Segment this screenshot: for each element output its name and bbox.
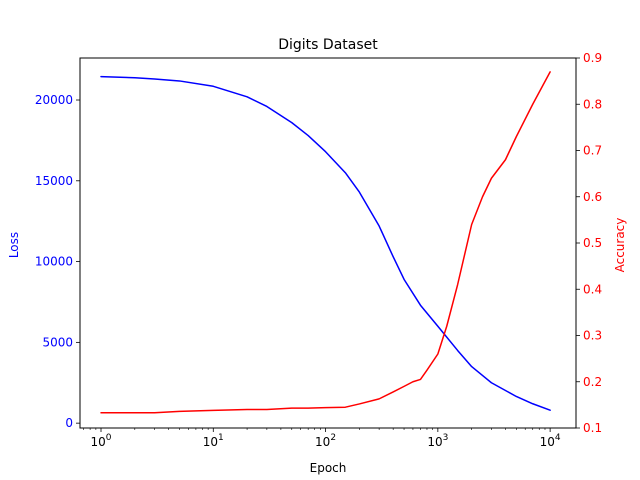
left-y-tick-label: 5000 — [42, 335, 73, 349]
right-y-tick-label: 0.2 — [583, 375, 602, 389]
left-y-tick-label: 15000 — [35, 174, 73, 188]
left-y-tick-label: 10000 — [35, 255, 73, 269]
x-axis-title: Epoch — [310, 461, 347, 475]
x-tick-label: 103 — [427, 433, 448, 449]
chart-title: Digits Dataset — [278, 37, 378, 53]
right-y-tick-label: 0.5 — [583, 236, 602, 250]
x-tick-label: 102 — [315, 433, 336, 449]
right-y-tick-label: 0.4 — [583, 282, 602, 296]
accuracy-series-line — [100, 71, 551, 414]
right-y-tick-label: 0.1 — [583, 421, 602, 435]
left-y-tick-label: 20000 — [35, 93, 73, 107]
right-y-axis-title: Accuracy — [613, 218, 627, 273]
x-tick-label: 101 — [203, 433, 224, 449]
right-y-tick-label: 0.8 — [583, 97, 602, 111]
plot-frame — [79, 57, 577, 429]
x-tick-label: 104 — [540, 433, 561, 449]
right-y-tick-label: 0.9 — [583, 51, 602, 65]
left-y-axis-title: Loss — [7, 232, 21, 258]
plot-content: 100 101 102 103 104 0 5000 10000 15000 20000 0.1 0.… — [35, 51, 602, 449]
right-y-tick-label: 0.3 — [583, 329, 602, 343]
left-y-tick-label: 0 — [65, 416, 73, 430]
x-tick-label: 100 — [90, 433, 111, 449]
right-y-tick-label: 0.7 — [583, 144, 602, 158]
loss-series-line — [100, 75, 551, 411]
right-y-tick-label: 0.6 — [583, 190, 602, 204]
